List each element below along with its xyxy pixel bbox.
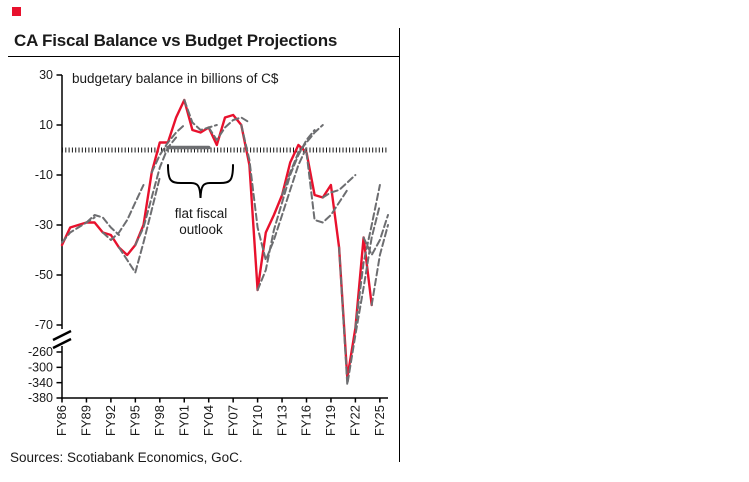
- series-projection-14: [338, 204, 381, 386]
- series-projection-17: [370, 224, 389, 306]
- y-tick-label: -50: [35, 268, 53, 282]
- series-projection-06: [150, 124, 186, 174]
- x-tick-label: FY04: [201, 405, 216, 436]
- series-layer: [60, 98, 389, 386]
- series-projection-16: [362, 214, 389, 256]
- y-tick-label: -340: [28, 376, 53, 390]
- series-projection-07: [183, 99, 218, 131]
- y-tick-label: -260: [28, 345, 53, 359]
- right-divider-line: [399, 28, 400, 462]
- x-tick-label: FY13: [274, 405, 289, 436]
- x-tick-label: FY01: [176, 405, 191, 436]
- annotation-layer: flat fiscal outlook: [167, 164, 234, 237]
- series-projection-08: [207, 116, 251, 141]
- annotation-text-line1: flat fiscal: [175, 206, 228, 221]
- series-projection-01: [61, 216, 96, 244]
- series-actual-balance: [60, 98, 373, 380]
- y-tick-label: 10: [39, 118, 53, 132]
- underbrace-icon: [167, 164, 234, 199]
- axis-break-mark: [52, 337, 72, 350]
- x-tick-label: FY22: [348, 405, 363, 436]
- axis-break-mark: [52, 329, 72, 342]
- series-projection-10: [256, 129, 316, 291]
- series-projection-12: [305, 151, 349, 224]
- y-tick-label: -380: [28, 391, 53, 405]
- series-projection-09: [240, 124, 308, 261]
- chart-subtitle: budgetary balance in billions of C$: [72, 71, 279, 86]
- x-tick-label: FY86: [54, 405, 69, 436]
- chart-title: CA Fiscal Balance vs Budget Projections: [14, 31, 338, 50]
- series-projection-03: [101, 184, 145, 241]
- y-tick-label: -10: [35, 168, 53, 182]
- x-tick-label: FY98: [152, 405, 167, 436]
- series-projection-13: [321, 174, 357, 199]
- series-projection-11: [281, 124, 324, 196]
- sources-note: Sources: Scotiabank Economics, GoC.: [10, 450, 243, 465]
- y-tick-label: 30: [39, 68, 53, 82]
- y-tick-label: -30: [35, 218, 53, 232]
- y-tick-label: -300: [28, 361, 53, 375]
- x-tick-label: FY95: [128, 405, 143, 436]
- x-tick-label: FY10: [250, 405, 265, 436]
- x-tick-label: FY25: [372, 405, 387, 436]
- x-tick-label: FY07: [225, 405, 240, 436]
- title-underline: [8, 56, 400, 57]
- x-tick-label: FY92: [103, 405, 118, 436]
- y-tick-label: -70: [35, 318, 53, 332]
- series-projection-02: [85, 214, 120, 236]
- x-tick-label: FY19: [323, 405, 338, 436]
- brand-accent-square: [12, 7, 21, 16]
- x-tick-label: FY89: [79, 405, 94, 436]
- series-projection-15: [354, 184, 381, 330]
- annotation-text-line2: outlook: [179, 222, 223, 237]
- series-projection-04: [118, 176, 161, 274]
- x-tick-label: FY16: [299, 405, 314, 436]
